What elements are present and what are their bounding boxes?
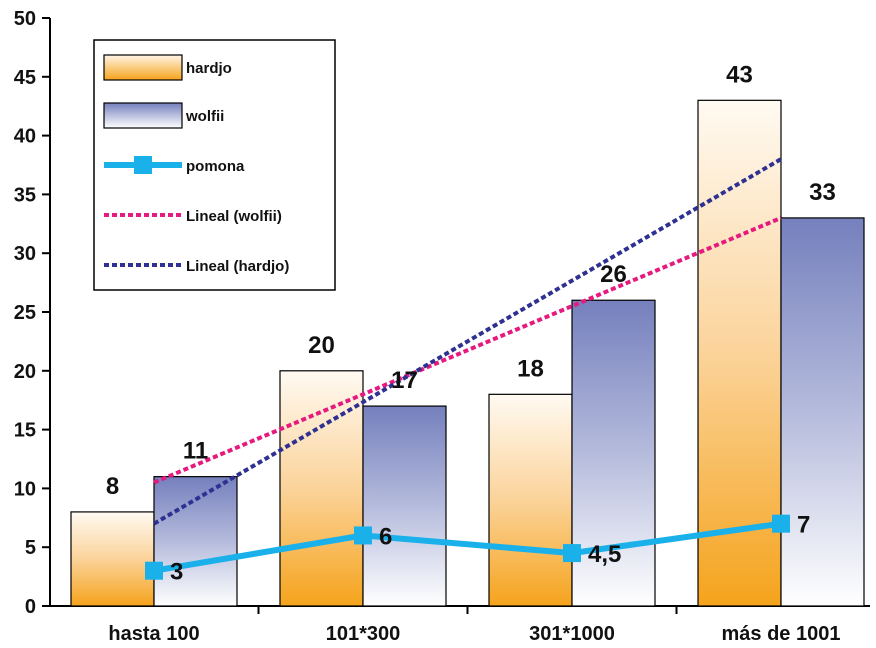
x-category-label: más de 1001: [722, 623, 841, 645]
trendline-lineal-wolfii-: [153, 216, 782, 485]
y-tick-label: 30: [14, 243, 36, 265]
x-category-label: 301*1000: [529, 623, 615, 645]
point-pomona: [563, 544, 581, 563]
legend-label-lineal-wolfii: Lineal (wolfii): [186, 208, 282, 225]
legend-label-lineal-hardjo: Lineal (hardjo): [186, 258, 289, 275]
legend: hardjo wolfii pomona Lineal (wolfii) Lin…: [93, 39, 336, 291]
data-label-wolfii: 11: [183, 438, 208, 465]
bar-hardjo: [488, 393, 573, 607]
data-label-hardjo: 20: [308, 332, 335, 359]
bar-wolfii: [153, 476, 238, 607]
legend-swatch-hardjo: [103, 54, 183, 81]
y-tick-label: 0: [25, 596, 36, 618]
data-label-pomona: 3: [170, 559, 183, 586]
y-tick-label: 15: [14, 420, 36, 442]
data-label-hardjo: 43: [726, 61, 753, 88]
bar-hardjo: [279, 370, 364, 607]
y-tick-label: 50: [14, 8, 36, 30]
y-tick-label: 45: [14, 67, 36, 89]
bar-wolfii: [362, 405, 447, 607]
legend-swatch-wolfii: [103, 102, 183, 129]
bar-wolfii: [780, 217, 865, 607]
y-tick-label: 40: [14, 126, 36, 148]
y-tick-label: 5: [25, 537, 36, 559]
data-label-pomona: 6: [379, 523, 392, 550]
point-pomona: [145, 561, 163, 580]
legend-swatch-pomona-marker: [134, 156, 152, 174]
y-tick-label: 25: [14, 302, 36, 324]
legend-label-pomona: pomona: [186, 158, 245, 175]
data-label-pomona: 4,5: [588, 541, 621, 568]
bar-hardjo: [70, 511, 155, 607]
line-pomona: [153, 520, 782, 574]
data-label-pomona: 7: [797, 512, 810, 539]
bar-wolfii: [571, 299, 656, 607]
point-pomona: [354, 526, 372, 545]
x-category-label: 101*300: [326, 623, 401, 645]
y-tick-label: 10: [14, 478, 36, 500]
legend-label-wolfii: wolfii: [185, 108, 224, 125]
legend-label-hardjo: hardjo: [186, 60, 232, 77]
y-tick-label: 20: [14, 361, 36, 383]
data-label-hardjo: 18: [517, 355, 544, 382]
x-category-label: hasta 100: [108, 623, 199, 645]
y-tick-label: 35: [14, 184, 36, 206]
trendline-lineal-hardjo-: [152, 157, 783, 526]
data-label-wolfii: 26: [600, 261, 627, 288]
data-label-wolfii: 33: [809, 179, 836, 206]
point-pomona: [772, 514, 790, 533]
data-label-wolfii: 17: [391, 367, 418, 394]
data-label-hardjo: 8: [106, 473, 119, 500]
